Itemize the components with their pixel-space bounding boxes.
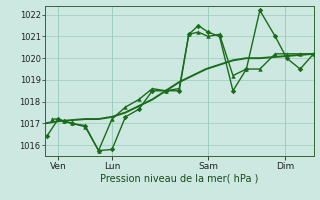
X-axis label: Pression niveau de la mer( hPa ): Pression niveau de la mer( hPa ) bbox=[100, 173, 258, 183]
